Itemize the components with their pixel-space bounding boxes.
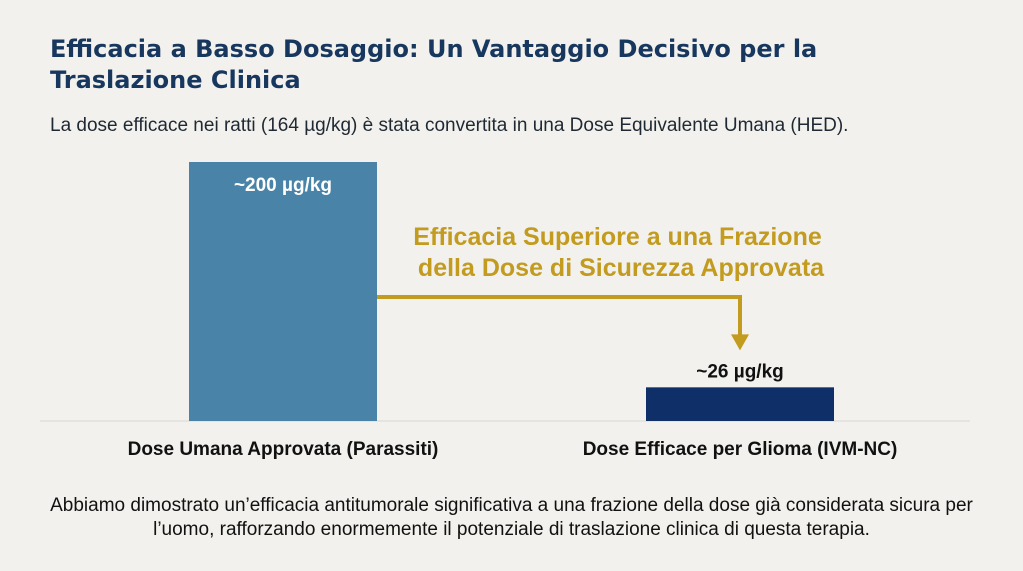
category-labels-group: Dose Umana Approvata (Parassiti) Dose Eff… — [128, 439, 898, 460]
data-label-1: ~200 µg/kg — [234, 175, 332, 196]
annotation-line-1: Efficacia Superiore a una Frazione — [413, 223, 822, 251]
connector-line — [377, 295, 742, 337]
annotation-text: Efficacia Superiore a una Frazione della… — [413, 223, 828, 282]
connector-arrowhead — [731, 334, 749, 351]
category-label-1: Dose Umana Approvata (Parassiti) — [128, 439, 439, 460]
annotation-connector — [377, 295, 749, 351]
data-label-2: ~26 µg/kg — [696, 361, 784, 382]
data-labels-group: ~200 µg/kg ~26 µg/kg — [234, 175, 784, 382]
page-title: Efficacia a Basso Dosaggio: Un Vantaggio… — [50, 35, 818, 94]
category-label-2: Dose Efficace per Glioma (IVM-NC) — [583, 439, 898, 460]
page-subtitle: La dose efficace nei ratti (164 µg/kg) è… — [50, 115, 849, 136]
bar-1 — [189, 162, 377, 421]
bar-2 — [646, 387, 834, 421]
footer-conclusion: Abbiamo dimostrato un’efficacia antitumo… — [50, 495, 973, 540]
bars-group — [189, 162, 834, 421]
annotation-line-2: della Dose di Sicurezza Approvata — [418, 254, 825, 282]
